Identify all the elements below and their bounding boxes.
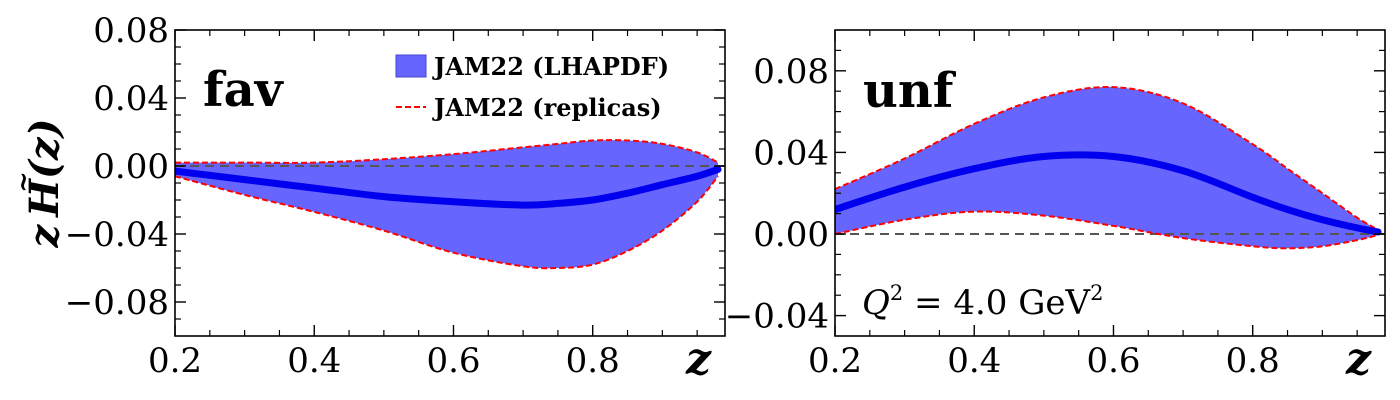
central-line	[175, 165, 722, 209]
y-tick-label: 0.04	[753, 133, 829, 173]
axes-frame	[834, 29, 1386, 337]
central-line	[835, 151, 1382, 236]
x-axis-label: z	[685, 334, 712, 385]
x-tick-label: 0.4	[947, 341, 1001, 381]
panel-label: fav	[203, 62, 285, 118]
tilde-accent: ~	[9, 171, 39, 193]
y-tick-label: −0.04	[65, 215, 169, 255]
panel-label: unf	[863, 63, 957, 119]
x-tick-label: 0.8	[1226, 341, 1280, 381]
y-tick-label: 0.00	[753, 215, 829, 255]
q2-annotation: Q2 = 4.0 GeV2	[862, 281, 1103, 323]
replica-upper-line	[835, 85, 1379, 231]
replica-upper-line	[175, 139, 719, 164]
replica-lower-line	[835, 210, 1379, 250]
uncertainty-band	[835, 86, 1379, 249]
legend-swatch-band	[395, 54, 427, 78]
x-tick-label: 0.2	[148, 341, 202, 381]
panel-fav: 0.2 0.4 0.6 0.8 0.08 0.04 0.00 −0.04 −0.08 z fav zH…	[9, 11, 726, 385]
replica-lower-line	[175, 175, 719, 270]
y-tick-label: −0.04	[725, 297, 829, 337]
y-tick-label: 0.04	[93, 79, 169, 119]
legend-label-lhapdf: JAM22 (LHAPDF)	[432, 52, 669, 81]
plot-area	[835, 85, 1385, 250]
x-tick-label: 0.8	[566, 341, 620, 381]
y-tick-label: −0.08	[65, 283, 169, 323]
panel-unf: 0.2 0.4 0.6 0.8 0.08 0.04 0.00 −0.04 z unf Q2 = 4.…	[725, 29, 1386, 385]
y-tick-label: 0.08	[93, 11, 169, 51]
y-tick-label: 0.00	[93, 147, 169, 187]
legend: JAM22 (LHAPDF) JAM22 (replicas)	[395, 52, 669, 122]
x-axis-label: z	[1345, 334, 1372, 385]
legend-label-replicas: JAM22 (replicas)	[432, 93, 662, 122]
x-tick-label: 0.6	[426, 341, 480, 381]
y-tick-label: 0.08	[753, 52, 829, 92]
x-tick-label: 0.4	[287, 341, 341, 381]
x-tick-label: 0.2	[808, 341, 862, 381]
plot-area	[175, 139, 725, 270]
y-axis-label: zH(z)	[21, 118, 68, 248]
x-tick-label: 0.6	[1086, 341, 1140, 381]
